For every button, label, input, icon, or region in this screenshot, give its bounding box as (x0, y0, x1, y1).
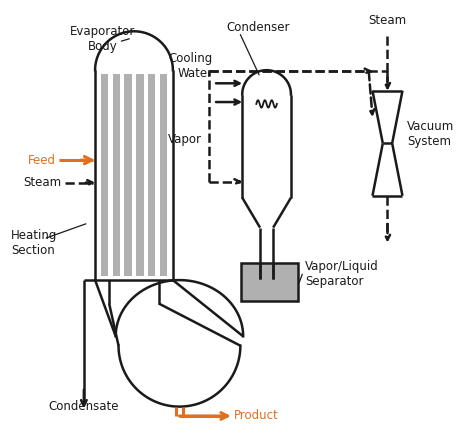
Text: Steam: Steam (23, 176, 62, 189)
Bar (112, 74, 120, 276)
Text: Vapor/Liquid
Separator: Vapor/Liquid Separator (305, 261, 379, 289)
Text: Product: Product (234, 409, 279, 423)
Bar (160, 74, 167, 276)
Text: Condensate: Condensate (49, 400, 119, 413)
Text: Vacuum
System: Vacuum System (407, 120, 454, 148)
Bar (136, 74, 144, 276)
Text: Cooling
Water: Cooling Water (168, 52, 212, 79)
Bar (241, 263, 297, 301)
Text: Heating
Section: Heating Section (11, 229, 57, 257)
Bar (101, 74, 108, 276)
Text: Condenser: Condenser (226, 21, 290, 35)
Text: Steam: Steam (369, 14, 407, 27)
Text: Feed: Feed (28, 154, 56, 166)
Text: Evaporator
Body: Evaporator Body (70, 25, 135, 53)
Bar (148, 74, 156, 276)
Text: Vapor: Vapor (168, 133, 202, 146)
Bar (124, 74, 132, 276)
